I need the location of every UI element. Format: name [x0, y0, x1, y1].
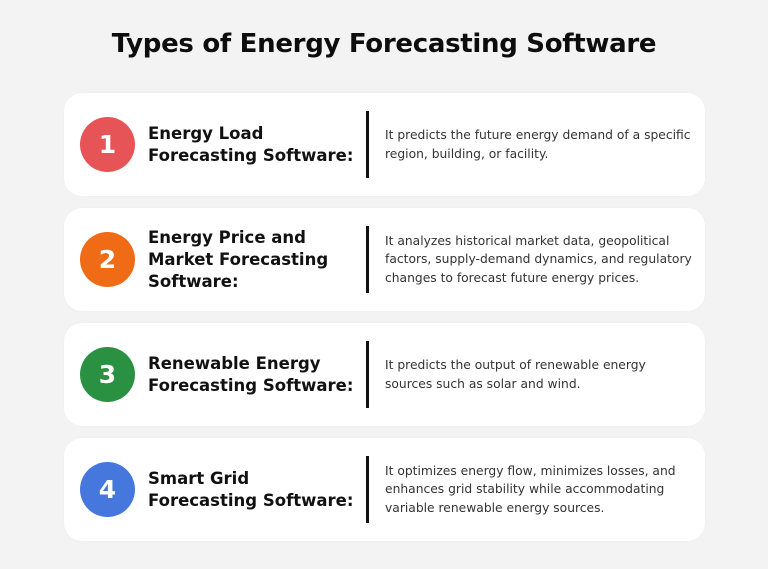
number-badge: 2	[80, 232, 135, 287]
card-title: Energy Load Forecasting Software:	[148, 123, 354, 165]
card-description: It analyzes historical market data, geop…	[385, 233, 692, 285]
number-badge: 1	[80, 117, 135, 172]
number-badge: 4	[80, 462, 135, 517]
card-title: Renewable Energy Forecasting Software:	[148, 353, 354, 395]
divider	[366, 456, 369, 523]
divider	[366, 111, 369, 178]
card-description: It predicts the future energy demand of …	[385, 128, 691, 161]
card-energy-price-market: 2 Energy Price and Market Forecasting So…	[64, 208, 705, 311]
card-energy-load: 1 Energy Load Forecasting Software: It p…	[64, 93, 705, 196]
divider	[366, 341, 369, 408]
page-title: Types of Energy Forecasting Software	[111, 29, 657, 59]
card-description: It predicts the output of renewable ener…	[385, 358, 646, 391]
card-title: Energy Price and Market Forecasting Soft…	[148, 227, 329, 291]
card-title: Smart Grid Forecasting Software:	[148, 468, 354, 510]
number-badge: 3	[80, 347, 135, 402]
card-description: It optimizes energy flow, minimizes loss…	[385, 463, 676, 515]
divider	[366, 226, 369, 293]
card-smart-grid: 4 Smart Grid Forecasting Software: It op…	[64, 438, 705, 541]
card-renewable-energy: 3 Renewable Energy Forecasting Software:…	[64, 323, 705, 426]
